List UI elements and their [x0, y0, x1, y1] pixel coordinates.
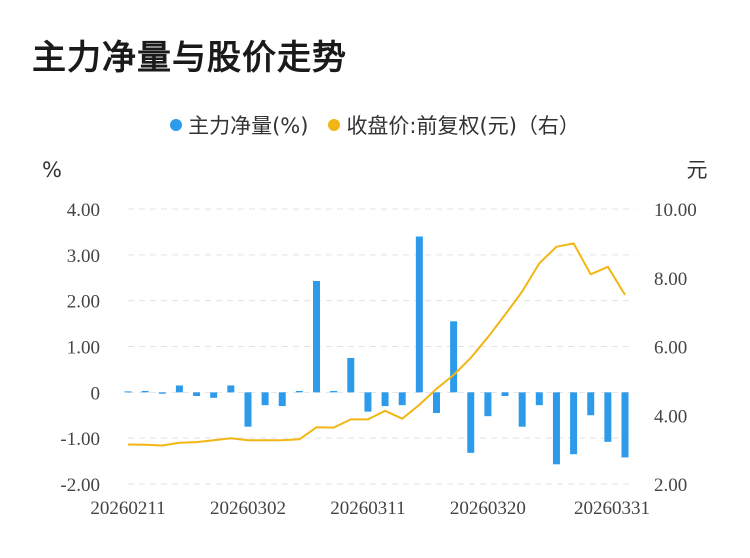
bar-series: [124, 236, 629, 465]
bar: [278, 392, 286, 407]
bar: [621, 392, 629, 458]
bar: [158, 392, 166, 394]
bar: [501, 392, 509, 396]
left-tick-label: 3.00: [67, 246, 100, 267]
right-tick-label: 8.00: [654, 269, 687, 290]
bar: [570, 392, 578, 455]
bar: [604, 392, 612, 442]
bar: [244, 392, 252, 427]
bar: [518, 392, 526, 427]
left-axis-ticks: 4.00 3.00 2.00 1.00 0 -1.00 -2.00: [60, 200, 100, 496]
bar: [227, 385, 235, 393]
left-tick-label: 2.00: [67, 292, 100, 313]
right-tick-label: 2.00: [654, 475, 687, 496]
bar: [193, 392, 201, 396]
bar: [467, 392, 475, 453]
legend-dot-icon: [328, 119, 341, 131]
bar: [587, 392, 595, 416]
left-tick-label: 0: [91, 383, 101, 404]
chart-title: 主力净量与股价走势: [32, 38, 347, 78]
x-axis-ticks: 20260211 20260302 20260311 20260320 20260331: [90, 498, 650, 519]
bar: [175, 385, 183, 393]
left-tick-label: -1.00: [60, 429, 100, 450]
bar: [313, 280, 321, 393]
bar: [261, 392, 269, 406]
legend-dot-icon: [170, 119, 183, 131]
legend: 主力净量(%) 收盘价:前复权(元)（右）: [0, 110, 750, 140]
left-tick-label: -2.00: [60, 475, 100, 496]
right-tick-label: 4.00: [654, 406, 687, 427]
bar: [124, 391, 132, 393]
bar: [364, 392, 372, 412]
bar: [398, 392, 406, 406]
x-tick-label: 20260302: [210, 498, 286, 519]
bar: [484, 392, 492, 417]
bar: [210, 392, 218, 398]
left-tick-label: 1.00: [67, 338, 100, 359]
left-tick-label: 4.00: [67, 200, 100, 221]
right-axis-unit: 元: [687, 158, 708, 182]
right-tick-label: 10.00: [654, 200, 697, 221]
bar: [381, 392, 389, 407]
bar: [141, 390, 149, 393]
bar: [432, 392, 440, 413]
bar: [535, 392, 543, 406]
bar: [295, 390, 303, 393]
bar: [330, 390, 338, 393]
legend-item-main-flow[interactable]: 主力净量(%): [170, 110, 308, 140]
x-tick-label: 20260211: [90, 498, 165, 519]
legend-item-close-price[interactable]: 收盘价:前复权(元)（右）: [328, 110, 580, 140]
bar: [552, 392, 560, 465]
x-tick-label: 20260320: [450, 498, 526, 519]
legend-label-main-flow: 主力净量(%): [188, 114, 309, 138]
right-axis-ticks: 10.00 8.00 6.00 4.00 2.00: [654, 200, 697, 496]
bar: [450, 321, 458, 393]
left-axis-unit: %: [42, 158, 62, 182]
line-series: [127, 242, 626, 447]
right-tick-label: 6.00: [654, 338, 687, 359]
x-tick-label: 20260331: [574, 498, 650, 519]
gridlines: [128, 208, 635, 485]
x-tick-label: 20260311: [330, 498, 405, 519]
bar: [347, 357, 355, 393]
close-price-line: [127, 242, 626, 447]
bar: [415, 236, 423, 393]
legend-label-close-price: 收盘价:前复权(元)（右）: [346, 114, 580, 138]
